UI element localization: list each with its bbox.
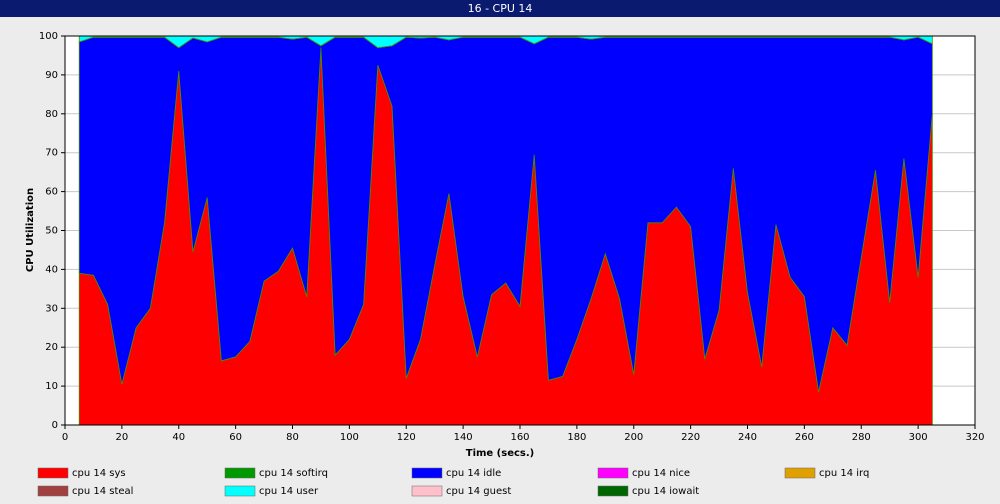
y-tick-label: 60 — [45, 187, 58, 198]
x-tick-label: 140 — [454, 432, 473, 443]
x-tick-label: 100 — [340, 432, 359, 443]
legend-swatch — [37, 467, 69, 479]
x-tick-label: 260 — [795, 432, 814, 443]
legend-label: cpu 14 nice — [632, 468, 690, 479]
legend-swatch — [224, 467, 256, 479]
x-tick-label: 320 — [965, 432, 984, 443]
legend-swatch — [784, 467, 816, 479]
x-tick-label: 240 — [738, 432, 757, 443]
legend-swatch — [411, 467, 443, 479]
legend-swatch — [597, 485, 629, 497]
y-tick-label: 20 — [45, 342, 58, 353]
plot-frame — [64, 35, 976, 426]
x-tick-label: 120 — [397, 432, 416, 443]
y-tick-label: 30 — [45, 303, 58, 314]
x-tick-label: 180 — [567, 432, 586, 443]
legend-label: cpu 14 softirq — [259, 468, 328, 479]
x-tick-label: 80 — [286, 432, 299, 443]
y-tick-label: 70 — [45, 148, 58, 159]
x-tick-label: 200 — [624, 432, 643, 443]
x-tick-label: 40 — [172, 432, 185, 443]
y-tick-label: 100 — [39, 31, 58, 42]
x-tick-label: 60 — [229, 432, 242, 443]
x-tick-label: 0 — [62, 432, 68, 443]
legend-label: cpu 14 sys — [72, 468, 126, 479]
y-tick-label: 40 — [45, 264, 58, 275]
title-bar — [0, 0, 1000, 17]
legend-swatch — [411, 485, 443, 497]
legend-swatch — [224, 485, 256, 497]
x-tick-label: 300 — [909, 432, 928, 443]
y-tick-label: 0 — [52, 420, 58, 431]
legend-label: cpu 14 guest — [446, 486, 511, 497]
legend-label: cpu 14 irq — [819, 468, 869, 479]
legend-label: cpu 14 user — [259, 486, 319, 497]
y-tick-label: 80 — [45, 109, 58, 120]
x-tick-label: 160 — [510, 432, 529, 443]
y-axis-label: CPU Utilization — [25, 188, 36, 272]
x-axis-label: Time (secs.) — [466, 448, 535, 459]
legend-swatch — [37, 485, 69, 497]
legend-label: cpu 14 steal — [72, 486, 133, 497]
legend-label: cpu 14 idle — [446, 468, 501, 479]
y-tick-label: 50 — [45, 226, 58, 237]
legend-swatch — [597, 467, 629, 479]
chart-title: 16 - CPU 14 — [468, 2, 533, 15]
y-tick-label: 10 — [45, 381, 58, 392]
x-tick-label: 220 — [681, 432, 700, 443]
x-tick-label: 20 — [116, 432, 129, 443]
legend-label: cpu 14 iowait — [632, 486, 699, 497]
x-tick-label: 280 — [852, 432, 871, 443]
y-tick-label: 90 — [45, 70, 58, 81]
